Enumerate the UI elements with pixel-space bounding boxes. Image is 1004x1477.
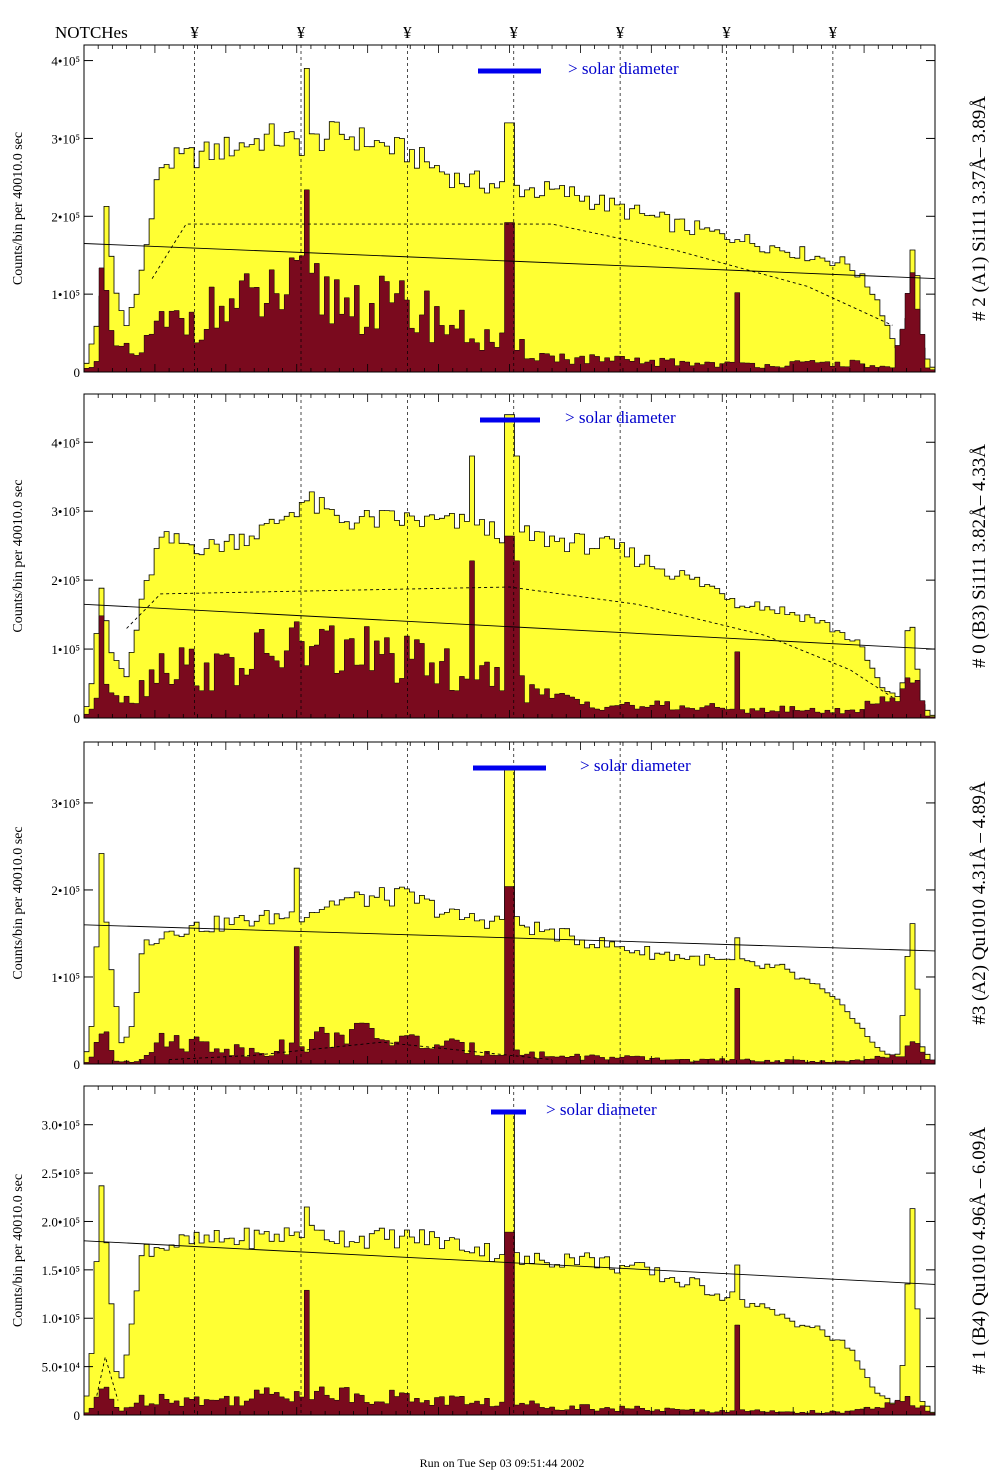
notch-marker-4: ¥ — [510, 23, 519, 42]
y-axis-label: Counts/bin per 40010.0 sec — [11, 826, 26, 979]
trend-line — [83, 924, 936, 952]
solar-diameter-label: > solar diameter — [580, 756, 691, 775]
model-curve — [126, 586, 893, 698]
y-tick-label: 1•10⁵ — [51, 642, 80, 657]
solar-diameter-label: > solar diameter — [546, 1100, 657, 1119]
panel-2: 0 1•10⁵ 2•10⁵ 3•10⁵ 4•10⁵ Counts/bin per 4001… — [11, 393, 990, 726]
y-tick-label: 0 — [74, 711, 81, 726]
y-tick-label: 1•10⁵ — [51, 287, 80, 302]
signal-counts-histogram — [83, 189, 936, 373]
solar-diameter-label: > solar diameter — [565, 408, 676, 427]
y-tick-label: 4•10⁵ — [51, 435, 80, 450]
notches-header: NOTCHes — [55, 23, 128, 42]
trend-line — [83, 243, 936, 280]
y-tick-label: 2.5•10⁵ — [42, 1166, 80, 1181]
notch-marker-2: ¥ — [297, 23, 306, 42]
y-tick-label: 3•10⁵ — [51, 131, 80, 146]
y-tick-label: 0 — [74, 365, 81, 380]
notches-label: NOTCHes — [55, 23, 128, 42]
panel-title: # 1 (B4) Qu1010 4.96Å – 6.09Å — [969, 1127, 990, 1374]
panel-title: # 2 (A1) Si111 3.37Å– 3.89Å — [969, 96, 990, 321]
y-tick-label: 2•10⁵ — [51, 209, 80, 224]
panel-1: 0 1•10⁵ 2•10⁵ 3•10⁵ 4•10⁵ Counts/bin per 4001… — [11, 44, 990, 380]
notch-marker-5: ¥ — [616, 23, 625, 42]
notch-marker-6: ¥ — [722, 23, 731, 42]
chart-panels: 0 1•10⁵ 2•10⁵ 3•10⁵ 4•10⁵ Counts/bin per 4001… — [11, 44, 990, 1423]
y-tick-label: 4•10⁵ — [51, 54, 80, 69]
run-timestamp: Run on Tue Sep 03 09:51:44 2002 — [419, 1456, 585, 1470]
y-axis-label: Counts/bin per 40010.0 sec — [11, 132, 26, 285]
panel-title: # 0 (B3) Si111 3.82Å– 4.33Å — [969, 444, 990, 668]
notch-marker-3: ¥ — [403, 23, 412, 42]
y-tick-label: 0 — [74, 1057, 81, 1072]
y-tick-label: 2•10⁵ — [51, 573, 80, 588]
y-axis-label: Counts/bin per 40010.0 sec — [11, 1174, 26, 1327]
panel-3: 0 1•10⁵ 2•10⁵ 3•10⁵ Counts/bin per 40010.0 s… — [11, 741, 990, 1072]
signal-counts-histogram — [83, 1231, 936, 1416]
y-tick-label: 3•10⁵ — [51, 796, 80, 811]
solar-diameter-label: > solar diameter — [568, 59, 679, 78]
y-axis-label: Counts/bin per 40010.0 sec — [11, 479, 26, 632]
y-tick-label: 0 — [74, 1408, 81, 1423]
panel-4: 0 5.0•10⁴ 1.0•10⁵ 1.5•10⁵ 2.0•10⁵ 2.5•10⁵ 3.0•… — [11, 1085, 990, 1423]
model-curve — [96, 1356, 119, 1401]
notch-marker-7: ¥ — [829, 23, 838, 42]
y-tick-label: 1.5•10⁵ — [42, 1263, 80, 1278]
panel-title: #3 (A2) Qu1010 4.31Å – 4.89Å — [969, 781, 990, 1025]
model-curve — [151, 223, 893, 326]
y-tick-label: 3•10⁵ — [51, 504, 80, 519]
notch-marker-1: ¥ — [190, 23, 199, 42]
y-tick-label: 1.0•10⁵ — [42, 1311, 80, 1326]
y-tick-label: 5.0•10⁴ — [42, 1360, 81, 1375]
y-tick-label: 2.0•10⁵ — [42, 1214, 80, 1229]
trend-line — [83, 603, 936, 650]
trend-line — [83, 1240, 936, 1285]
y-tick-label: 1•10⁵ — [51, 970, 80, 985]
y-tick-label: 2•10⁵ — [51, 883, 80, 898]
y-tick-label: 3.0•10⁵ — [42, 1118, 80, 1133]
